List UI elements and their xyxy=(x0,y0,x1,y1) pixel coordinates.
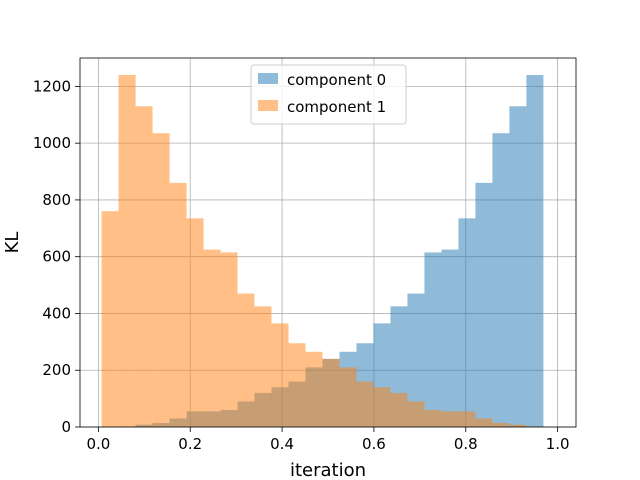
y-tick-label-2: 400 xyxy=(42,304,71,322)
bar-s1-3 xyxy=(152,133,170,427)
x-tick-label-2: 0.4 xyxy=(270,435,294,453)
bar-s1-24 xyxy=(509,424,527,427)
bar-s0-22 xyxy=(475,182,493,427)
bar-s1-14 xyxy=(339,367,357,427)
bar-s1-1 xyxy=(118,75,136,428)
y-axis-label: KL xyxy=(2,232,23,254)
bar-s1-6 xyxy=(203,249,221,427)
bar-s1-21 xyxy=(458,411,476,427)
bar-s0-21 xyxy=(458,218,476,427)
legend: component 0 component 1 xyxy=(250,64,407,125)
bar-s1-15 xyxy=(356,381,374,427)
legend-box xyxy=(250,64,407,125)
bar-s1-23 xyxy=(492,423,510,427)
y-tick-label-5: 1000 xyxy=(33,134,71,152)
bar-s1-19 xyxy=(424,409,442,427)
bar-s1-4 xyxy=(169,182,187,427)
x-tick-label-0: 0.0 xyxy=(86,435,110,453)
x-tick-label-3: 0.6 xyxy=(362,435,386,453)
y-tick-label-0: 0 xyxy=(61,418,71,436)
bar-s0-20 xyxy=(441,249,459,427)
bar-s1-0 xyxy=(101,211,119,427)
bar-s1-13 xyxy=(322,358,340,427)
histogram-bars xyxy=(101,75,544,428)
bar-s0-23 xyxy=(492,133,510,427)
bar-s1-11 xyxy=(288,343,306,427)
legend-label-component-1: component 1 xyxy=(287,98,386,116)
y-tick-label-1: 200 xyxy=(42,361,71,379)
bar-s1-7 xyxy=(220,252,238,427)
y-tick-label-6: 1200 xyxy=(33,77,71,95)
bar-s1-9 xyxy=(254,306,272,427)
bar-s0-25 xyxy=(526,75,544,428)
x-tick-label-4: 0.8 xyxy=(454,435,478,453)
bar-s1-8 xyxy=(237,293,255,427)
bar-s1-10 xyxy=(271,323,289,427)
bar-s1-12 xyxy=(305,351,323,427)
legend-swatch-component-1 xyxy=(258,100,278,111)
x-tick-label-1: 0.2 xyxy=(178,435,202,453)
bar-s1-5 xyxy=(186,218,204,427)
bar-s1-16 xyxy=(373,387,391,427)
bar-s1-2 xyxy=(135,106,153,427)
x-tick-label-5: 1.0 xyxy=(546,435,570,453)
y-axis-ticks: 0 200 400 600 800 1000 1200 xyxy=(33,77,80,436)
bar-s1-18 xyxy=(407,401,425,427)
bar-s1-17 xyxy=(390,392,408,427)
series-1 xyxy=(101,75,544,428)
legend-label-component-0: component 0 xyxy=(287,71,386,89)
bar-s0-18 xyxy=(407,293,425,427)
bar-s0-24 xyxy=(509,106,527,427)
bar-s0-19 xyxy=(424,252,442,427)
legend-swatch-component-0 xyxy=(258,73,278,84)
bar-s1-22 xyxy=(475,418,493,427)
x-axis-label: iteration xyxy=(290,460,366,480)
y-tick-label-3: 600 xyxy=(42,248,71,266)
bar-s1-20 xyxy=(441,411,459,427)
x-axis-ticks: 0.0 0.2 0.4 0.6 0.8 1.0 xyxy=(86,427,570,453)
y-tick-label-4: 800 xyxy=(42,191,71,209)
plot-frame xyxy=(79,57,577,428)
